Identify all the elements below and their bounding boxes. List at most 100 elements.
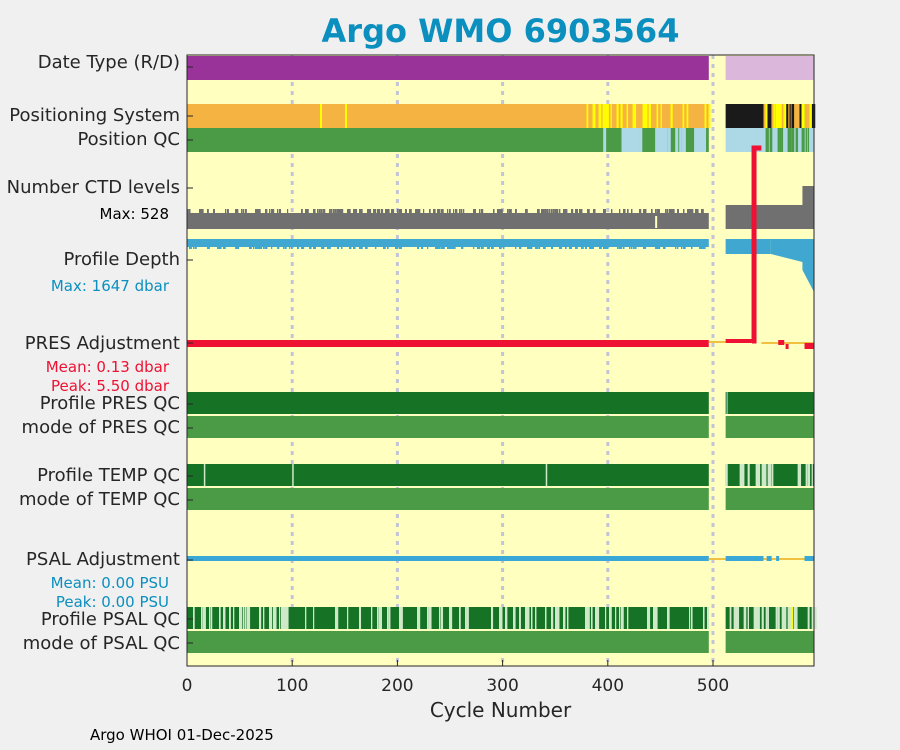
profile-depth-noise <box>617 246 619 249</box>
ctd-levels-noise <box>189 209 191 214</box>
psal-adjustment-line <box>187 556 709 561</box>
ctd-levels-noise <box>697 209 699 214</box>
ctd-levels-noise <box>449 209 451 214</box>
ctd-levels-noise <box>493 209 495 214</box>
profile-depth-noise <box>365 246 368 249</box>
pres-adjustment-line <box>187 340 709 347</box>
profile-psal-qc-stripe <box>459 607 461 629</box>
ctd-levels-noise <box>453 209 455 214</box>
ctd-levels-noise <box>551 209 553 214</box>
profile-psal-qc-stripe <box>491 607 494 629</box>
ctd-levels-noise <box>305 209 308 214</box>
position-qc-stripe <box>787 128 790 152</box>
ctd-levels-noise <box>555 209 558 214</box>
positioning-stripe <box>598 104 602 128</box>
ctd-levels-noise <box>507 209 509 214</box>
profile-psal-qc-stripe <box>655 607 658 629</box>
ctd-levels-noise <box>347 209 350 214</box>
positioning-stripe <box>767 104 771 128</box>
position-qc-stripe <box>621 128 640 152</box>
profile-depth-noise <box>375 246 377 249</box>
ctd-levels-noise <box>237 209 239 214</box>
ctd-levels-noise <box>207 209 209 214</box>
pres-adjustment-point <box>804 343 814 349</box>
profile-depth-noise <box>437 246 441 249</box>
psal-peak-value: Peak: 0.00 PSU <box>55 593 169 611</box>
pres-mean-value: Mean: 0.13 dbar <box>45 358 169 376</box>
profile-depth-noise <box>551 246 554 249</box>
psal-adjustment-point <box>766 556 772 561</box>
profile-psal-qc-stripe <box>531 607 533 629</box>
profile-psal-qc-stripe <box>263 607 265 629</box>
profile-depth-noise <box>253 246 255 249</box>
ctd-levels-noise <box>463 209 465 214</box>
profile-temp-qc-stripe <box>761 464 765 486</box>
profile-depth-noise <box>297 246 300 249</box>
ctd-levels-noise <box>397 209 399 214</box>
profile-depth-noise <box>655 246 658 249</box>
profile-depth-noise <box>623 246 625 249</box>
profile-psal-qc-stripe <box>807 607 810 629</box>
ctd-levels-noise <box>419 209 421 214</box>
profile-psal-qc-stripe <box>429 607 432 629</box>
profile-pres-qc-bar <box>725 392 814 414</box>
profile-depth-noise <box>417 246 420 249</box>
profile-depth-noise <box>383 246 386 249</box>
ctd-levels-noise <box>669 209 671 214</box>
positioning-stripe <box>704 104 707 128</box>
profile-temp-qc-stripe <box>755 464 759 486</box>
ctd-levels-noise <box>429 209 431 214</box>
profile-temp-qc-stripe <box>805 464 808 486</box>
profile-depth-noise <box>235 246 238 249</box>
ctd-levels-noise <box>461 209 463 214</box>
position-qc-stripe <box>765 128 768 152</box>
profile-psal-qc-stripe <box>793 607 797 629</box>
profile-psal-qc-bar <box>187 607 709 629</box>
profile-psal-qc-stripe <box>505 607 508 629</box>
profile-depth-noise <box>353 246 356 249</box>
x-tick-label: 400 <box>591 676 625 696</box>
profile-depth-noise <box>255 246 258 249</box>
profile-depth-noise <box>217 246 220 249</box>
profile-psal-qc-stripe <box>193 607 195 629</box>
profile-psal-qc-stripe <box>439 607 441 629</box>
ctd-levels-noise <box>643 209 646 214</box>
positioning-stripe <box>765 104 768 128</box>
profile-psal-qc-stripe <box>777 607 780 629</box>
profile-depth-noise <box>277 246 280 249</box>
x-tick-label: 0 <box>181 676 193 696</box>
ctd-levels-band <box>725 205 814 229</box>
profile-depth-noise <box>531 246 533 249</box>
position-qc-stripe <box>683 128 686 152</box>
ctd-levels-noise <box>481 209 484 214</box>
ctd-levels-noise <box>337 209 340 214</box>
ctd-levels-noise <box>323 209 326 214</box>
ctd-levels-noise <box>423 209 425 214</box>
positioning-stripe <box>345 104 347 128</box>
profile-depth-noise <box>195 246 197 249</box>
profile-depth-noise <box>559 246 562 249</box>
profile-depth-noise <box>439 246 441 249</box>
ctd-levels-noise <box>806 186 810 206</box>
positioning-stripe <box>777 104 780 128</box>
ctd-levels-noise <box>391 209 395 214</box>
profile-psal-qc-stripe <box>545 607 547 629</box>
profile-depth-noise <box>435 246 439 249</box>
profile-psal-qc-stripe <box>557 607 560 629</box>
profile-depth-noise <box>585 246 587 249</box>
profile-psal-qc-stripe <box>285 607 288 629</box>
ctd-levels-noise <box>385 209 388 214</box>
profile-psal-qc-stripe <box>467 607 469 629</box>
profile-psal-qc-stripe <box>551 607 554 629</box>
ctd-levels-noise <box>651 209 653 214</box>
ctd-levels-noise <box>225 209 227 214</box>
profile-depth-noise <box>473 246 475 249</box>
profile-psal-qc-stripe <box>259 607 262 629</box>
profile-depth-noise <box>285 246 287 249</box>
profile-psal-qc-stripe <box>377 607 379 629</box>
profile-depth-noise <box>421 246 424 249</box>
profile-psal-qc-stripe <box>359 607 362 629</box>
positioning-stripe <box>775 104 778 128</box>
label-mode-temp-qc: mode of TEMP QC <box>18 489 180 510</box>
ctd-levels-noise <box>241 209 243 214</box>
